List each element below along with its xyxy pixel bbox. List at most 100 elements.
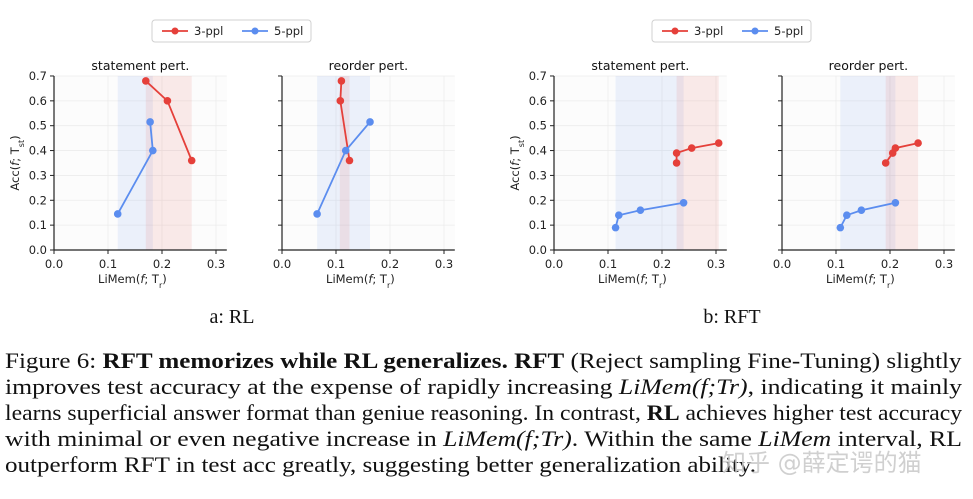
band-5-ppl	[615, 75, 684, 250]
chart-3: 0.0 0.1 0.2 0.3 reorder pert. LiMem(f; Tr)	[773, 58, 955, 290]
xtick-label: 0.1	[599, 257, 617, 271]
caption-segment: RL	[646, 400, 680, 425]
legend-label: 5-ppl	[274, 24, 303, 38]
xtick-label: 0.0	[545, 257, 563, 271]
ytick-label: 0.2	[29, 193, 47, 207]
data-point-3-ppl	[142, 77, 150, 85]
legend-marker-3-ppl	[671, 27, 679, 35]
figure-charts: 0.0 0.1 0.2 0.3 0.4 0.5 0.6 0.7 0.0 0.1 0.2 0.3 stat…	[8, 19, 955, 290]
ytick-label: 0.7	[529, 69, 547, 83]
xtick-label: 0.2	[153, 257, 171, 271]
caption-segment: outperform RFT in test acc greatly, sugg…	[5, 452, 757, 477]
ytick-label: 0.3	[29, 168, 47, 182]
caption-line: improves test accuracy at the expense of…	[5, 374, 962, 400]
data-point-3-ppl	[187, 156, 196, 165]
plot-area	[782, 75, 955, 250]
legend-marker-5-ppl	[251, 27, 259, 35]
data-point-5-ppl	[146, 118, 154, 126]
caption-segment: learns superficial answer format than ge…	[5, 400, 647, 425]
subcaption-b: b: RFT	[703, 306, 761, 328]
plot-area	[282, 75, 455, 250]
caption-segment: LiMem(f;Tr)	[443, 426, 572, 451]
plot-area	[54, 75, 227, 250]
data-point-5-ppl	[636, 206, 645, 215]
ytick-label: 0.4	[29, 144, 47, 158]
data-point-3-ppl	[914, 139, 922, 147]
legend-0: 3-ppl 5-ppl	[151, 19, 312, 43]
band-3-ppl	[676, 75, 719, 250]
y-axis-label: Acc(f; Tst)	[8, 135, 26, 190]
legend-label: 3-ppl	[194, 24, 223, 38]
band-3-ppl	[339, 75, 350, 250]
band-3-ppl	[885, 75, 919, 250]
data-point-3-ppl	[881, 159, 890, 167]
xtick-label: 0.0	[45, 257, 63, 271]
caption-segment: interval, RL	[831, 426, 963, 451]
plot-area	[554, 75, 727, 250]
caption-segment: LiMem	[758, 426, 832, 451]
data-point-5-ppl	[843, 211, 851, 219]
x-axis-label: LiMem(f; Tr)	[98, 272, 167, 290]
data-point-5-ppl	[341, 146, 350, 155]
ytick-label: 0.0	[529, 243, 547, 257]
caption-line: learns superficial answer format than ge…	[5, 400, 962, 426]
data-point-5-ppl	[836, 223, 845, 232]
data-point-3-ppl	[336, 97, 345, 105]
xtick-label: 0.3	[207, 257, 225, 271]
chart-1: 0.0 0.1 0.2 0.3 reorder pert. LiMem(f; Tr)	[273, 58, 455, 290]
legend-1: 3-ppl 5-ppl	[651, 19, 812, 43]
legend-marker-3-ppl	[171, 27, 179, 35]
y-axis-label: Acc(f; Tst)	[508, 135, 526, 190]
data-point-3-ppl	[345, 156, 354, 165]
xtick-label: 0.1	[99, 257, 117, 271]
caption-segment: achieves higher test accuracy	[679, 400, 963, 425]
ytick-label: 0.5	[529, 119, 547, 133]
chart-2: 0.0 0.1 0.2 0.3 0.4 0.5 0.6 0.7 0.0 0.1 0.2 0.3 stat…	[508, 58, 727, 290]
chart-title: statement pert.	[591, 58, 689, 73]
series-line-3-ppl	[675, 142, 719, 163]
xtick-label: 0.1	[827, 257, 845, 271]
data-point-5-ppl	[313, 210, 321, 218]
data-point-3-ppl	[891, 144, 900, 152]
ytick-label: 0.5	[29, 119, 47, 133]
data-point-5-ppl	[857, 206, 866, 215]
xtick-label: 0.3	[707, 257, 725, 271]
caption-segment: LiMem(f;Tr)	[618, 374, 748, 399]
band-5-ppl	[317, 75, 371, 250]
ytick-label: 0.0	[29, 243, 47, 257]
ytick-label: 0.3	[529, 168, 547, 182]
chart-title: reorder pert.	[329, 58, 409, 73]
ytick-label: 0.4	[529, 144, 547, 158]
legend-box	[151, 19, 312, 43]
band-5-ppl	[117, 75, 153, 250]
series-line-5-ppl	[614, 201, 684, 228]
data-point-5-ppl	[366, 118, 374, 126]
xtick-label: 0.3	[935, 257, 953, 271]
xtick-label: 0.2	[881, 257, 899, 271]
ytick-label: 0.1	[29, 218, 47, 232]
caption-segment: . Within the same	[571, 426, 759, 451]
data-point-5-ppl	[611, 223, 620, 232]
data-point-5-ppl	[679, 198, 688, 207]
data-point-5-ppl	[113, 210, 122, 218]
data-point-3-ppl	[672, 159, 681, 167]
data-point-3-ppl	[337, 77, 346, 85]
data-point-5-ppl	[149, 146, 157, 155]
chart-title: reorder pert.	[829, 58, 909, 73]
series-line-5-ppl	[839, 201, 896, 229]
data-point-3-ppl	[687, 144, 696, 152]
caption-line: Figure 6: RFT memorizes while RL general…	[5, 348, 962, 374]
ytick-label: 0.7	[29, 69, 47, 83]
ytick-label: 0.1	[529, 218, 547, 232]
xtick-label: 0.2	[653, 257, 671, 271]
xtick-label: 0.0	[773, 257, 791, 271]
watermark: 知乎 @薛定谔的猫	[722, 449, 922, 477]
ytick-label: 0.6	[29, 94, 47, 108]
caption-segment: RFT	[514, 348, 565, 373]
data-point-5-ppl	[615, 211, 623, 219]
ytick-label: 0.2	[529, 193, 547, 207]
xtick-label: 0.2	[381, 257, 399, 271]
xtick-label: 0.3	[435, 257, 453, 271]
x-axis-label: LiMem(f; Tr)	[826, 272, 895, 290]
subcaption-a: a: RL	[209, 306, 255, 328]
